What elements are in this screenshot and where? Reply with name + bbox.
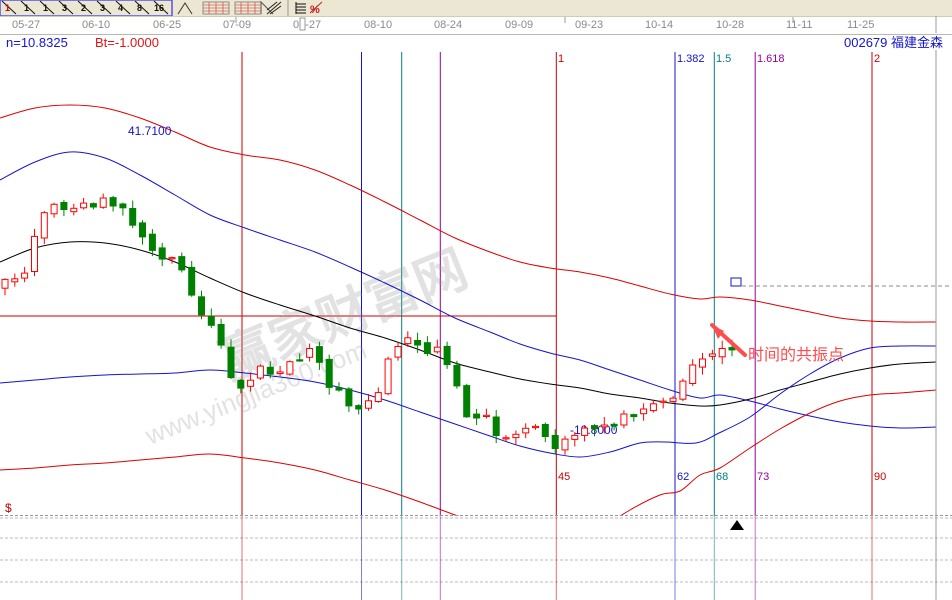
- svg-text:10-14: 10-14: [645, 19, 673, 31]
- svg-text:4: 4: [118, 3, 123, 13]
- svg-text:Bt=-1.0000: Bt=-1.0000: [95, 35, 159, 50]
- svg-text:1: 1: [24, 3, 29, 13]
- svg-text:1: 1: [558, 53, 564, 65]
- svg-text:08-10: 08-10: [364, 19, 392, 31]
- svg-text:11-25: 11-25: [847, 19, 874, 31]
- svg-text:90: 90: [874, 471, 886, 483]
- svg-text:2: 2: [81, 3, 86, 13]
- svg-text:45: 45: [558, 471, 570, 483]
- svg-text:3: 3: [62, 3, 67, 13]
- svg-text:n=10.8325: n=10.8325: [6, 35, 68, 50]
- svg-text:05-27: 05-27: [12, 19, 40, 31]
- svg-text:62: 62: [677, 471, 689, 483]
- svg-text:08-24: 08-24: [434, 19, 462, 31]
- svg-text:2: 2: [874, 53, 880, 65]
- svg-text:06-10: 06-10: [82, 19, 110, 31]
- svg-text:002679 福建金森: 002679 福建金森: [844, 35, 943, 50]
- svg-text:73: 73: [757, 471, 769, 483]
- svg-text:41.7100: 41.7100: [128, 124, 172, 138]
- svg-text:8: 8: [137, 3, 142, 13]
- svg-text:3: 3: [100, 3, 105, 13]
- svg-text:1: 1: [5, 3, 10, 13]
- svg-text:1.618: 1.618: [757, 53, 785, 65]
- svg-text:1: 1: [43, 3, 48, 13]
- svg-text:07-09: 07-09: [223, 19, 251, 31]
- svg-text:16: 16: [154, 3, 164, 13]
- svg-text:时间的共振点: 时间的共振点: [748, 346, 844, 364]
- svg-text:1.5: 1.5: [716, 53, 731, 65]
- svg-text:07-27: 07-27: [293, 19, 321, 31]
- svg-text:09-09: 09-09: [505, 19, 533, 31]
- svg-text:06-25: 06-25: [153, 19, 181, 31]
- svg-text:$: $: [5, 501, 12, 515]
- svg-text:11-11: 11-11: [786, 19, 813, 31]
- svg-text:68: 68: [716, 471, 728, 483]
- svg-text:09-23: 09-23: [575, 19, 603, 31]
- svg-text:1.382: 1.382: [677, 53, 705, 65]
- svg-text:10-28: 10-28: [716, 19, 744, 31]
